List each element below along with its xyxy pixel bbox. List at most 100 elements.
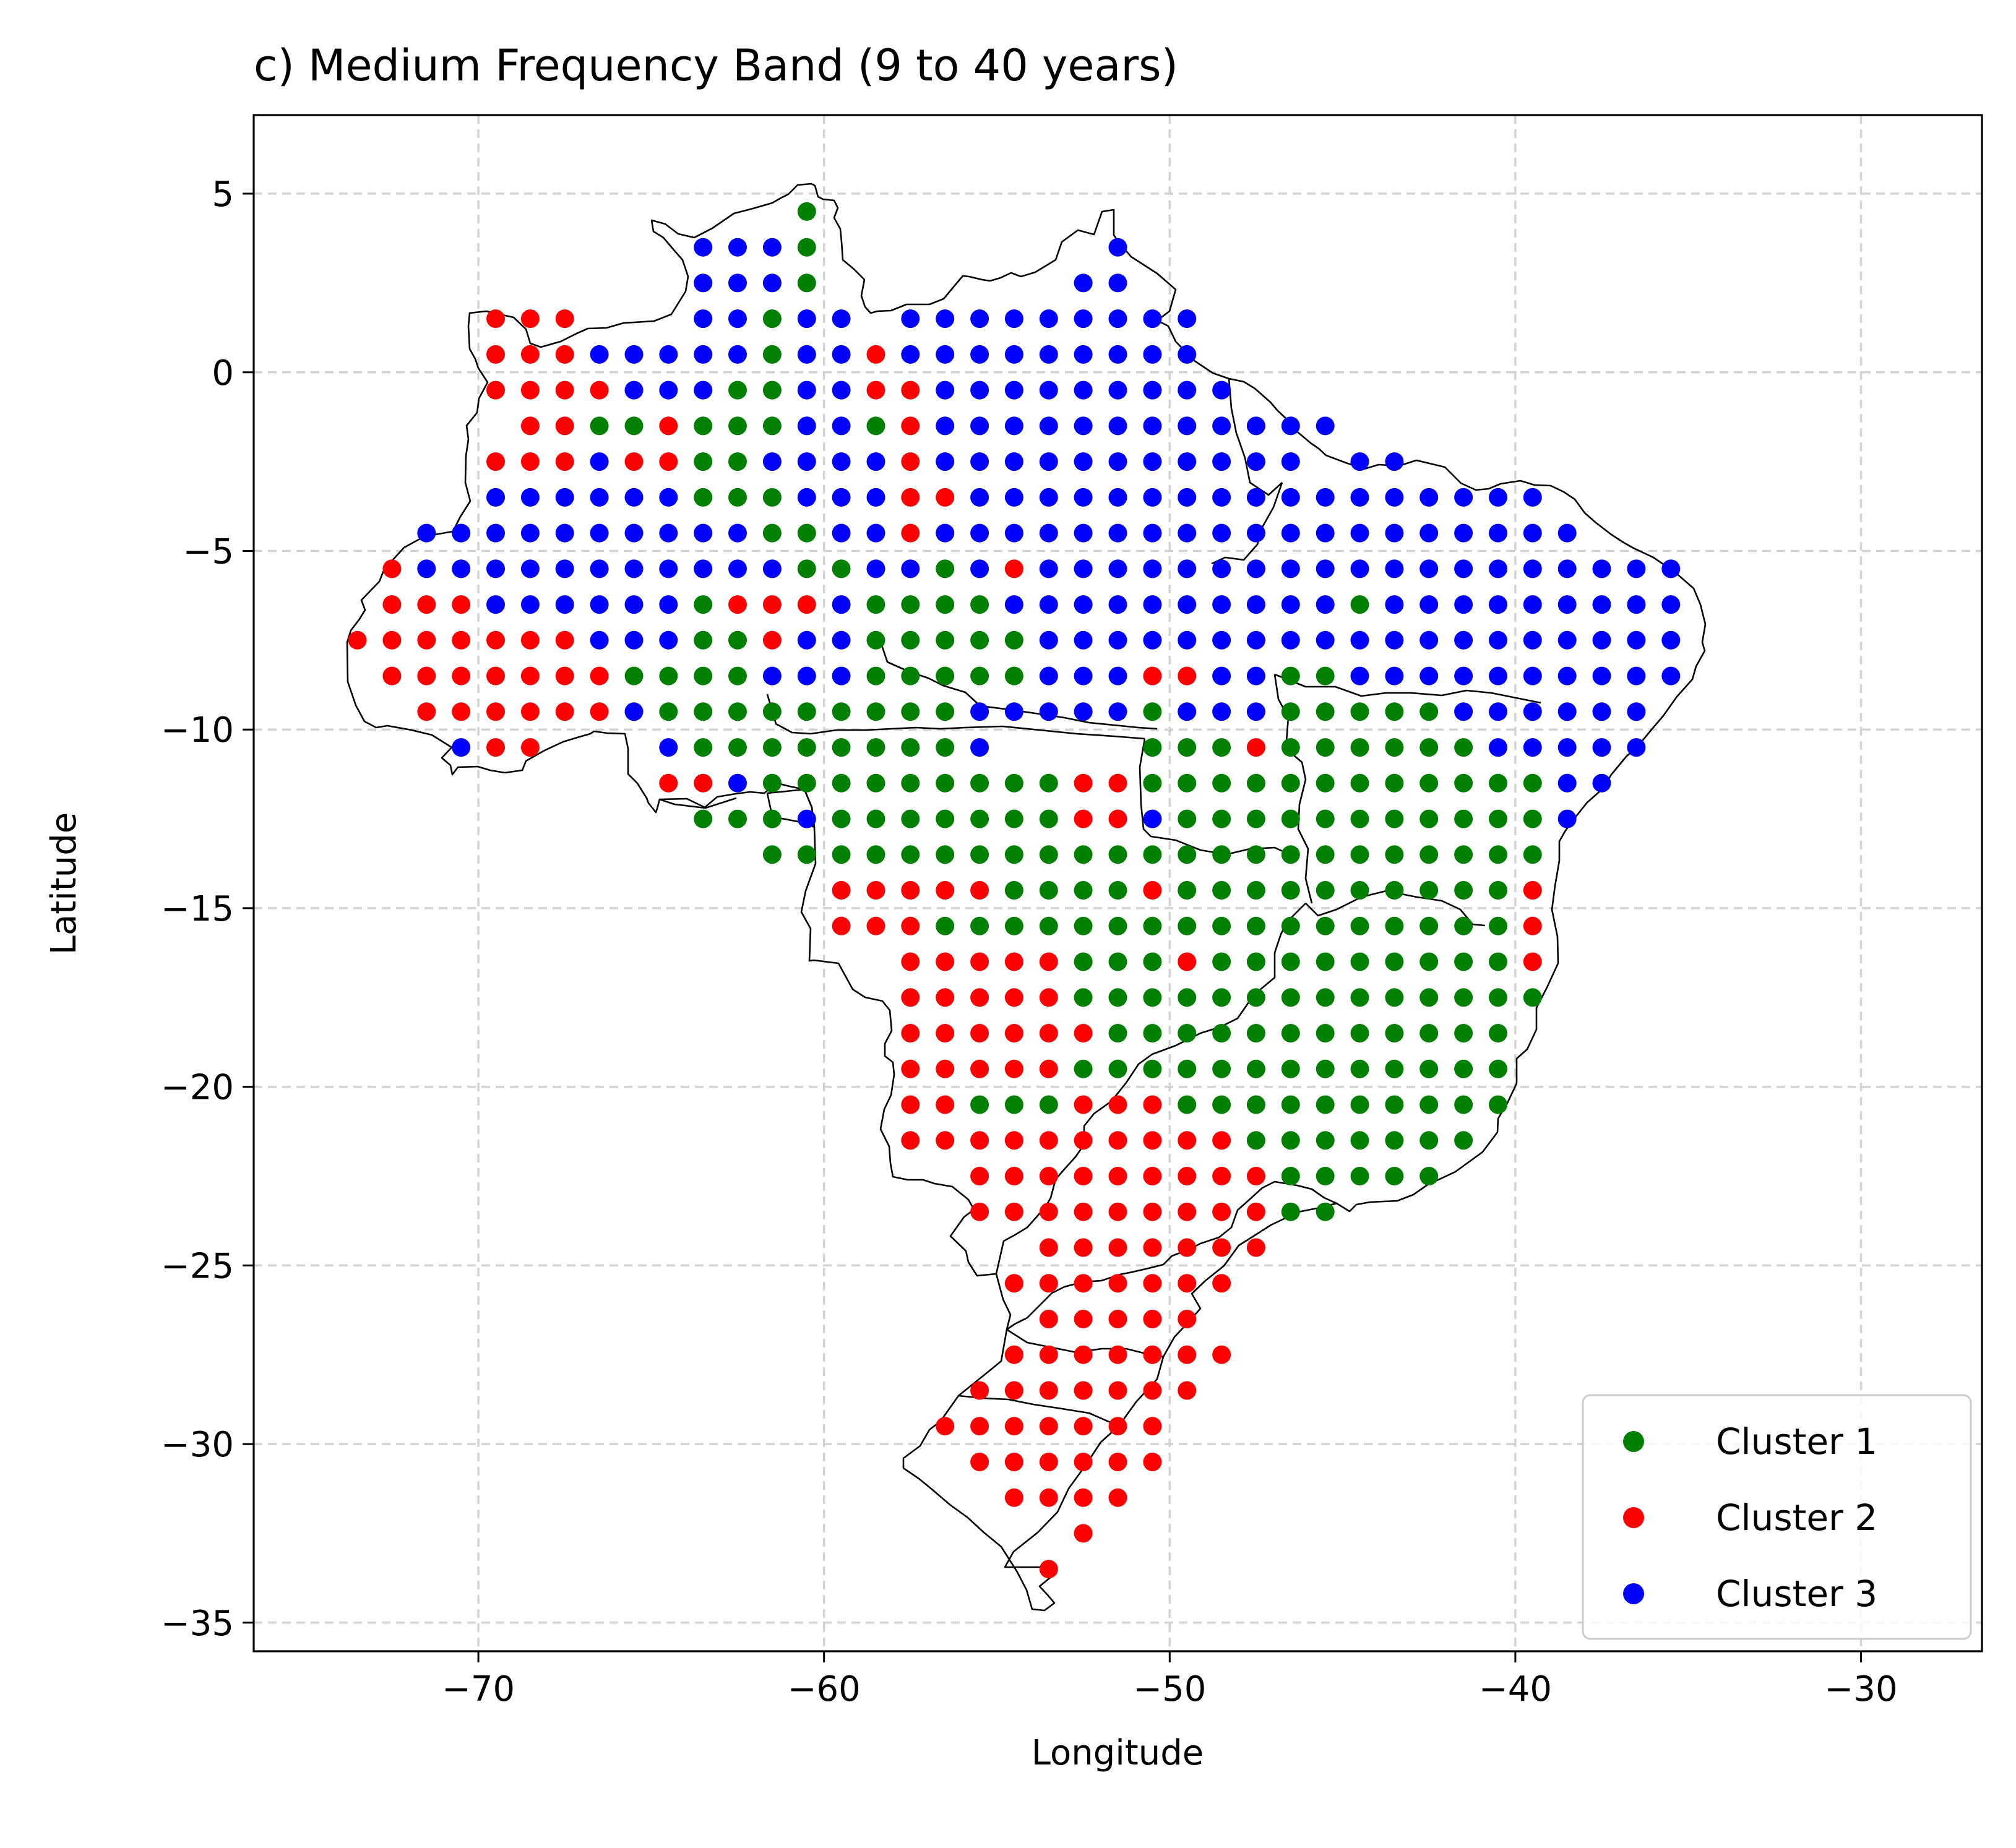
point-cluster-1 xyxy=(1419,773,1439,793)
point-cluster-3 xyxy=(1557,595,1577,614)
point-cluster-1 xyxy=(1489,1024,1507,1042)
point-cluster-1 xyxy=(1178,1059,1197,1078)
point-cluster-3 xyxy=(797,380,816,400)
point-cluster-2 xyxy=(1212,1131,1231,1150)
point-cluster-2 xyxy=(901,380,920,400)
point-cluster-3 xyxy=(1074,309,1093,329)
point-cluster-3 xyxy=(1108,238,1127,257)
point-cluster-2 xyxy=(1004,1274,1023,1293)
point-cluster-1 xyxy=(1385,988,1404,1007)
point-cluster-2 xyxy=(1212,1202,1231,1221)
point-cluster-2 xyxy=(1074,1274,1093,1293)
point-cluster-2 xyxy=(555,630,574,650)
point-cluster-1 xyxy=(1489,773,1507,793)
point-cluster-3 xyxy=(1143,345,1162,364)
point-cluster-2 xyxy=(1212,1238,1231,1257)
point-cluster-2 xyxy=(1004,1202,1023,1221)
point-cluster-2 xyxy=(1212,1345,1231,1364)
point-cluster-1 xyxy=(694,595,713,614)
point-cluster-3 xyxy=(1661,595,1681,614)
plot-frame xyxy=(252,114,1983,1652)
point-cluster-3 xyxy=(866,488,885,507)
point-cluster-1 xyxy=(1385,1024,1404,1042)
x-tick-label: −50 xyxy=(1133,1669,1206,1709)
point-cluster-3 xyxy=(1246,452,1265,471)
point-cluster-2 xyxy=(1074,1417,1093,1436)
point-cluster-1 xyxy=(1419,1059,1439,1078)
point-cluster-1 xyxy=(1385,916,1404,935)
point-cluster-3 xyxy=(1350,488,1369,507)
point-cluster-3 xyxy=(1246,523,1265,543)
point-cluster-1 xyxy=(936,809,955,828)
point-cluster-3 xyxy=(1212,523,1231,543)
point-cluster-3 xyxy=(1350,630,1369,650)
point-cluster-1 xyxy=(1004,881,1023,900)
point-cluster-3 xyxy=(832,666,851,685)
point-cluster-2 xyxy=(901,488,920,507)
point-cluster-2 xyxy=(1004,1453,1023,1471)
point-cluster-1 xyxy=(1143,845,1162,864)
point-cluster-3 xyxy=(1108,559,1127,578)
point-cluster-2 xyxy=(1039,1453,1058,1471)
point-cluster-1 xyxy=(1074,952,1093,971)
point-cluster-3 xyxy=(970,523,989,543)
point-cluster-1 xyxy=(1419,988,1439,1007)
point-cluster-3 xyxy=(1592,559,1611,578)
point-cluster-3 xyxy=(1108,595,1127,614)
point-cluster-1 xyxy=(1489,1059,1507,1078)
point-cluster-2 xyxy=(417,702,436,721)
point-cluster-1 xyxy=(1385,1059,1404,1078)
point-cluster-1 xyxy=(970,1095,989,1114)
point-cluster-3 xyxy=(1557,773,1577,793)
point-cluster-1 xyxy=(1074,1059,1093,1078)
point-cluster-1 xyxy=(1212,881,1231,900)
point-cluster-1 xyxy=(832,702,851,721)
point-cluster-3 xyxy=(590,452,609,471)
point-cluster-2 xyxy=(1523,952,1542,971)
point-cluster-2 xyxy=(901,952,920,971)
point-cluster-3 xyxy=(1074,666,1093,685)
point-cluster-2 xyxy=(1074,1524,1093,1543)
point-cluster-3 xyxy=(1661,666,1681,685)
point-cluster-3 xyxy=(1039,630,1058,650)
point-cluster-3 xyxy=(797,630,816,650)
point-cluster-3 xyxy=(624,630,644,650)
point-cluster-3 xyxy=(1143,452,1162,471)
point-cluster-3 xyxy=(1178,702,1197,721)
point-cluster-3 xyxy=(1212,595,1231,614)
point-cluster-1 xyxy=(866,630,885,650)
point-cluster-1 xyxy=(1108,916,1127,935)
point-cluster-3 xyxy=(1004,488,1023,507)
point-cluster-1 xyxy=(1419,809,1439,828)
point-cluster-1 xyxy=(797,202,816,221)
point-cluster-2 xyxy=(1143,1167,1162,1185)
point-cluster-3 xyxy=(590,595,609,614)
point-cluster-1 xyxy=(762,416,782,436)
point-cluster-1 xyxy=(728,702,747,721)
y-tick-label: −10 xyxy=(161,710,234,750)
point-cluster-3 xyxy=(1627,702,1646,721)
state-border xyxy=(1006,1180,1337,1331)
point-cluster-1 xyxy=(1454,1131,1473,1150)
point-cluster-3 xyxy=(1557,738,1577,757)
point-cluster-1 xyxy=(694,738,713,757)
point-cluster-1 xyxy=(762,702,782,721)
point-cluster-3 xyxy=(936,309,955,329)
point-cluster-1 xyxy=(762,845,782,864)
point-cluster-3 xyxy=(520,595,540,614)
point-cluster-2 xyxy=(417,630,436,650)
point-cluster-1 xyxy=(1004,773,1023,793)
point-cluster-3 xyxy=(1039,452,1058,471)
point-cluster-1 xyxy=(1004,1095,1023,1114)
point-cluster-1 xyxy=(970,630,989,650)
point-cluster-3 xyxy=(1004,452,1023,471)
point-cluster-1 xyxy=(728,738,747,757)
point-cluster-2 xyxy=(1108,1238,1127,1257)
point-cluster-3 xyxy=(970,738,989,757)
point-cluster-3 xyxy=(832,488,851,507)
point-cluster-2 xyxy=(1178,1131,1197,1150)
point-cluster-1 xyxy=(970,809,989,828)
point-cluster-3 xyxy=(1385,452,1404,471)
point-cluster-2 xyxy=(1143,1095,1162,1114)
legend-label-cluster-3: Cluster 3 xyxy=(1716,1573,1877,1615)
